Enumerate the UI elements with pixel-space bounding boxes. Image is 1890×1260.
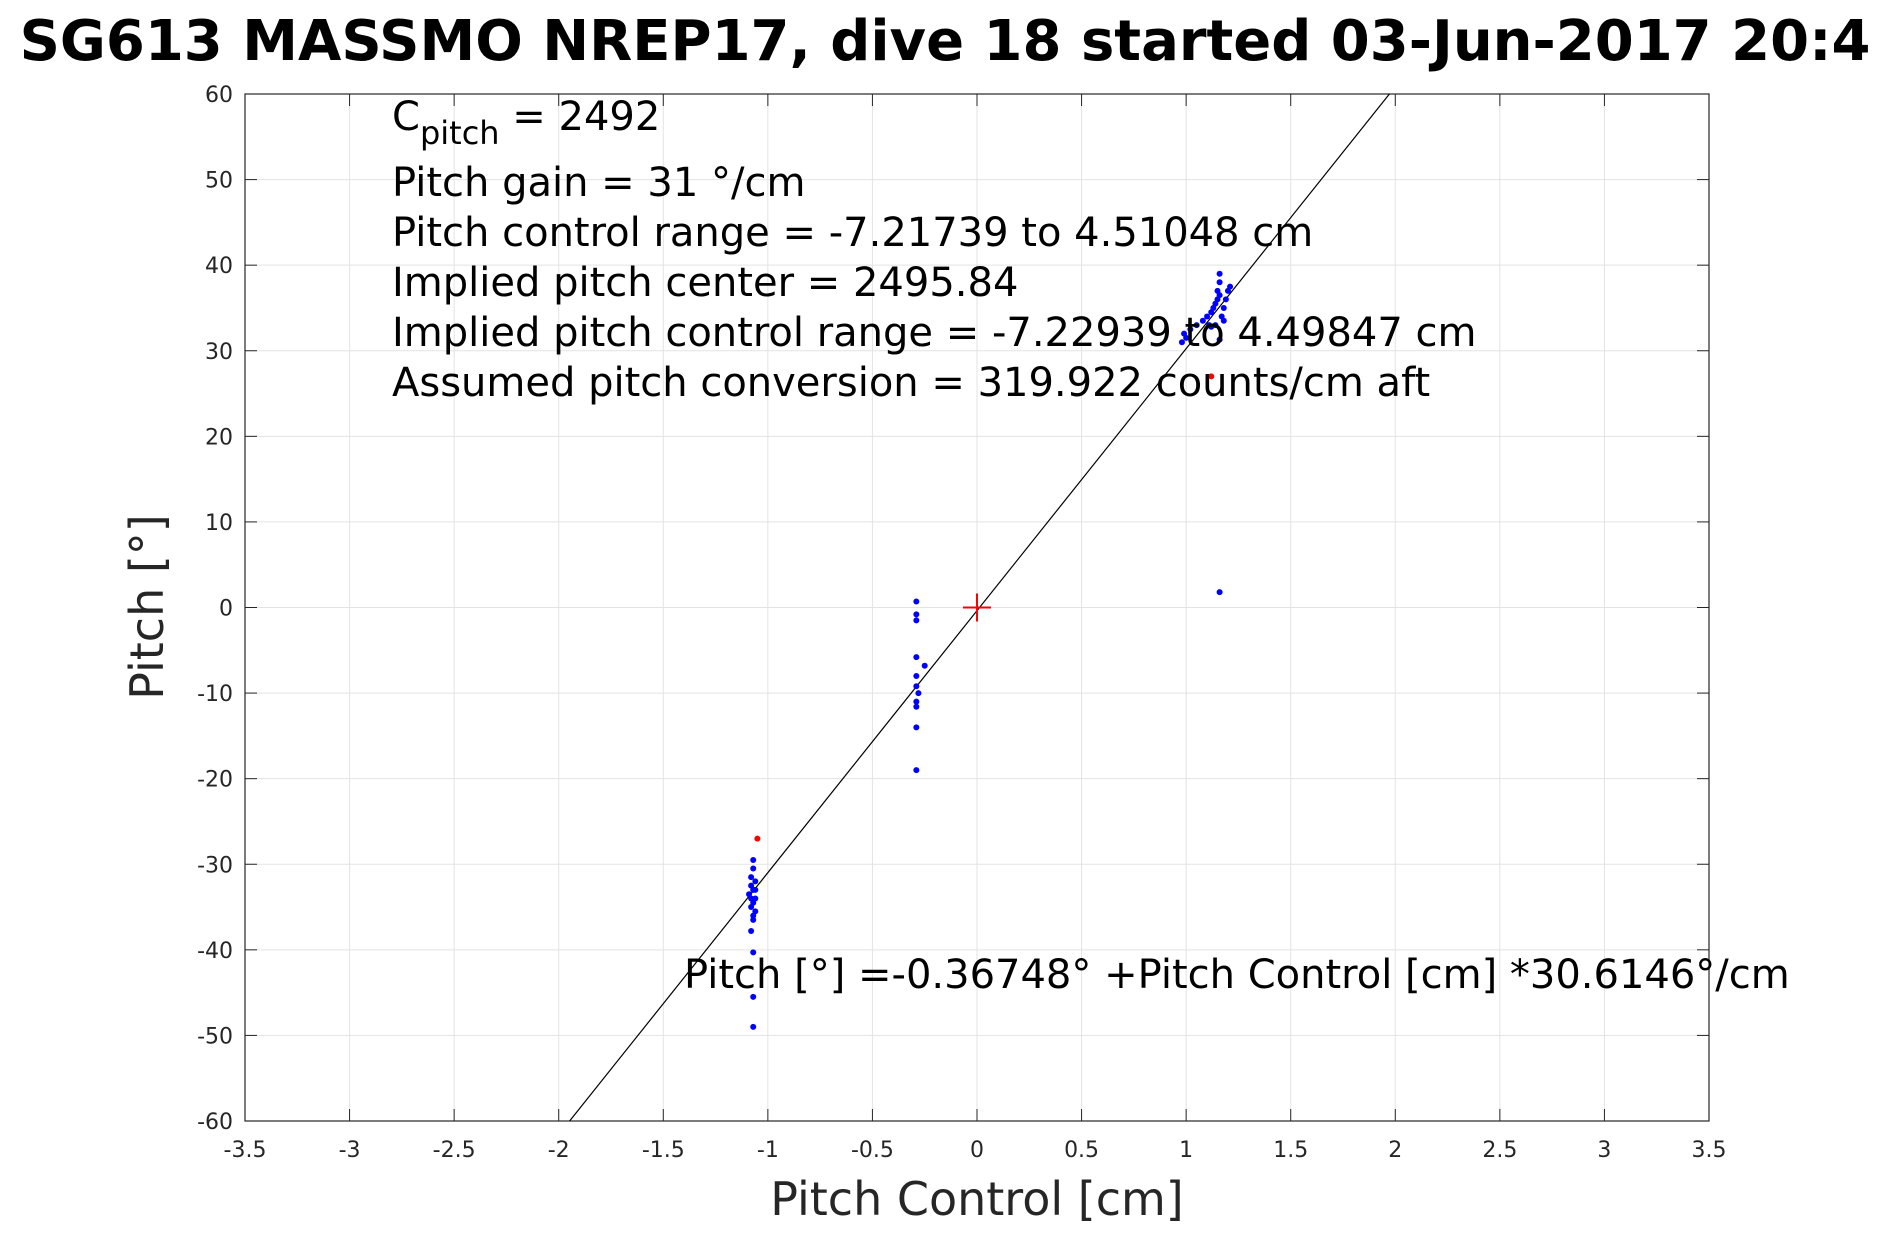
data-point [1222,296,1229,303]
c-pitch-annotation: Cpitch = 2492 [392,94,660,152]
data-point [1216,270,1223,277]
x-axis-label: Pitch Control [cm] [770,1172,1184,1226]
data-point [921,662,928,669]
y-tick-label: 0 [219,597,233,622]
data-point [1187,326,1194,333]
data-point [913,672,920,679]
data-point [752,878,759,885]
data-point [1178,339,1185,346]
data-point [1214,287,1221,294]
data-point [913,767,920,774]
x-tick-label: -2.5 [433,1138,476,1163]
y-axis-label: Pitch [°] [120,514,174,700]
c-pitch-value: = 2492 [500,94,661,140]
data-point [748,928,755,935]
fit-equation-annotation: Pitch [°] =-0.36748° +Pitch Control [cm]… [684,952,1790,998]
x-tick-label: 1 [1179,1138,1193,1163]
c-pitch-sub: pitch [420,114,500,152]
ticks: -3.5 -3 -2.5 -2 -1.5 -1 -0.5 0 0.5 1 1.5 2 2.5 3 3.5 -6… [197,83,1726,1163]
y-tick-label: -20 [197,768,233,793]
implied-pitch-range-annotation: Implied pitch control range = -7.22939 t… [392,310,1476,356]
y-tick-label: -40 [197,939,233,964]
data-point [1216,336,1223,343]
data-point [750,949,757,956]
y-tick-label: 40 [205,254,233,279]
data-point [1216,589,1223,596]
y-tick-label: 50 [205,169,233,194]
data-point [913,598,920,605]
x-tick-label: -0.5 [851,1138,894,1163]
data-points [746,270,1234,1030]
x-tick-label: 2.5 [1482,1138,1517,1163]
x-tick-label: 3.5 [1692,1138,1727,1163]
x-tick-label: 0 [970,1138,984,1163]
data-point [1183,334,1190,341]
data-point [1199,317,1206,324]
data-point [750,856,757,863]
x-tick-label: -1 [757,1138,779,1163]
x-tick-label: -1.5 [642,1138,685,1163]
data-point [750,865,757,872]
data-point [1227,283,1234,290]
data-point [913,654,920,661]
center-marker [963,593,991,622]
c-pitch-main: C [392,94,420,140]
data-point [913,703,920,710]
y-tick-label: -50 [197,1024,233,1049]
data-point [1216,279,1223,286]
data-point [748,904,755,911]
grid [244,93,1710,1122]
x-tick-label: 2 [1388,1138,1402,1163]
pitch-conversion-annotation: Assumed pitch conversion = 319.922 count… [392,360,1430,406]
data-point [913,698,920,705]
pitch-control-range-annotation: Pitch control range = -7.21739 to 4.5104… [392,210,1313,256]
data-point [1220,304,1227,311]
y-tick-label: 30 [205,340,233,365]
x-tick-label: 1.5 [1273,1138,1308,1163]
x-tick-label: 0.5 [1064,1138,1099,1163]
x-tick-label: -2 [548,1138,570,1163]
data-point [1204,313,1211,320]
flagged-point [754,835,761,842]
x-tick-label: -3.5 [224,1138,267,1163]
data-point [1208,323,1215,330]
data-point [913,724,920,731]
flagged-point [1208,373,1215,380]
data-point [752,886,759,893]
y-tick-label: -60 [197,1110,233,1135]
pitch-gain-annotation: Pitch gain = 31 °/cm [392,160,805,206]
chart-title: SG613 MASSMO NREP17, dive 18 started 03-… [20,9,1871,74]
data-point [913,611,920,618]
implied-pitch-center-annotation: Implied pitch center = 2495.84 [392,260,1018,306]
y-tick-label: 60 [205,83,233,108]
data-point [750,993,757,1000]
data-point [750,912,757,919]
y-tick-label: -10 [197,682,233,707]
data-point [748,895,755,902]
x-tick-label: 3 [1597,1138,1611,1163]
data-point [750,916,757,923]
data-point [913,683,920,690]
data-point [748,874,755,881]
data-point [915,690,922,697]
data-point [750,1023,757,1030]
data-point [1220,317,1227,324]
y-tick-label: 20 [205,425,233,450]
x-tick-label: -3 [339,1138,361,1163]
data-point [1193,322,1200,329]
data-point [913,617,920,624]
y-tick-label: -30 [197,853,233,878]
y-tick-label: 10 [205,511,233,536]
